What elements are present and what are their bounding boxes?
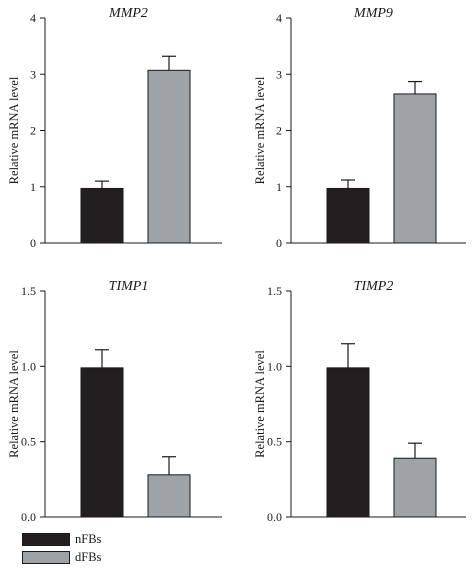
legend: nFBs dFBs: [22, 528, 142, 566]
p3-y-tick-label: 0.5: [21, 435, 36, 449]
p2-y-tick-label: 0: [276, 236, 282, 250]
p3-y-tick-label: 1.5: [21, 284, 36, 298]
p3-y-label: Relative mRNA level: [7, 350, 21, 458]
p2-y-label: Relative mRNA level: [253, 76, 267, 184]
p2-y-tick-label: 3: [276, 67, 282, 81]
p1-y-tick-label: 4: [30, 11, 36, 25]
p3-y-tick-label: 1.0: [21, 359, 36, 373]
p4-y-tick-label: 1.5: [267, 284, 282, 298]
p2-bar-dfbs: [393, 93, 437, 244]
p4-y-tick-label: 0.0: [267, 510, 282, 524]
p1-bar-dfbs: [147, 69, 191, 244]
p1-title: MMP2: [108, 6, 148, 21]
p4-title: TIMP2: [354, 279, 394, 294]
p1-y-tick-label: 3: [30, 67, 36, 81]
p2-title: MMP9: [353, 6, 393, 21]
p3-bar-dfbs: [147, 474, 191, 518]
p1-y-tick-label: 2: [30, 124, 36, 138]
p4-y-label: Relative mRNA level: [253, 350, 267, 458]
p1-y-label: Relative mRNA level: [7, 76, 21, 184]
p2-y-tick-label: 2: [276, 124, 282, 138]
p4-y-tick-label: 1.0: [267, 359, 282, 373]
p1-y-tick-label: 0: [30, 236, 36, 250]
legend-label-dfbs: dFBs: [75, 549, 102, 564]
p3-bar-nfbs: [80, 367, 124, 518]
legend-swatch-nfbs: [22, 532, 70, 546]
legend-swatch-dfbs: [22, 550, 70, 564]
p3-y-tick-label: 0.0: [21, 510, 36, 524]
p1-bar-nfbs: [80, 187, 124, 244]
p2-bar-nfbs: [326, 187, 370, 244]
p2-y-tick-label: 1: [276, 180, 282, 194]
p2-y-tick-label: 4: [276, 11, 282, 25]
p1-y-tick-label: 1: [30, 180, 36, 194]
p4-y-tick-label: 0.5: [267, 435, 282, 449]
p4-bar-nfbs: [326, 367, 370, 518]
p3-title: TIMP1: [109, 279, 149, 294]
legend-label-nfbs: nFBs: [75, 531, 102, 546]
legend-item-nfbs: nFBs: [22, 531, 101, 547]
p4-bar-dfbs: [393, 457, 437, 518]
legend-item-dfbs: dFBs: [22, 549, 101, 565]
